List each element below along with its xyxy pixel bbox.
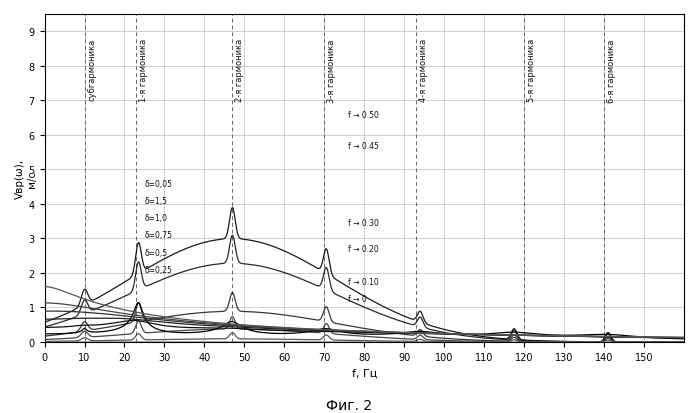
Text: субгармоника: субгармоника	[87, 39, 96, 101]
X-axis label: f, Гц: f, Гц	[352, 368, 377, 377]
Text: f → 0.20: f → 0.20	[348, 244, 379, 254]
Y-axis label: Vвр(ω),
м/с: Vвр(ω), м/с	[15, 159, 36, 199]
Text: 5-я гармоника: 5-я гармоника	[527, 39, 536, 102]
Text: δ=1,0: δ=1,0	[145, 214, 168, 223]
Text: δ=0,25: δ=0,25	[145, 266, 173, 274]
Text: 4-я гармоника: 4-я гармоника	[419, 39, 428, 102]
Text: 6-я гармоника: 6-я гармоника	[607, 39, 616, 102]
Text: 3-я гармоника: 3-я гармоника	[327, 39, 336, 102]
Text: f → 0: f → 0	[348, 294, 367, 304]
Text: δ=0,5: δ=0,5	[145, 248, 168, 257]
Text: 1-я гармоника: 1-я гармоника	[139, 39, 148, 102]
Text: δ=0,05: δ=0,05	[145, 179, 173, 188]
Text: f → 0.30: f → 0.30	[348, 219, 379, 228]
Text: 2-я гармоника: 2-я гармоника	[235, 39, 244, 102]
Text: Фиг. 2: Фиг. 2	[326, 398, 373, 412]
Text: δ=1,5: δ=1,5	[145, 197, 168, 205]
Text: f → 0.10: f → 0.10	[348, 278, 379, 286]
Text: f → 0.45: f → 0.45	[348, 141, 379, 150]
Text: δ=0,75: δ=0,75	[145, 231, 173, 240]
Text: f → 0.50: f → 0.50	[348, 110, 379, 119]
